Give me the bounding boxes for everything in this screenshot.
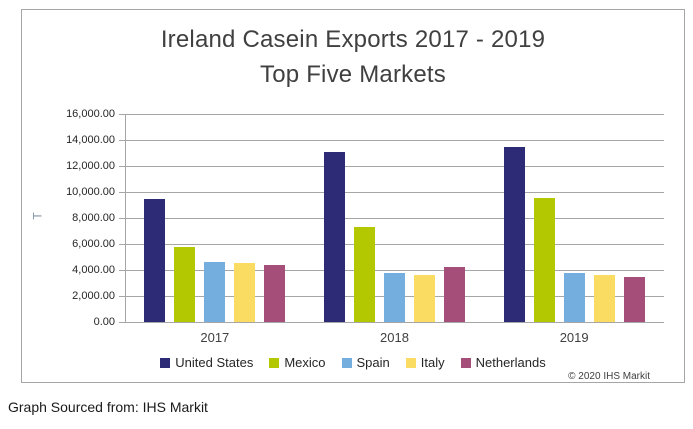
legend-label: Spain [356,355,390,370]
bar-mexico-2017 [174,247,196,322]
x-axis-label-2017: 2017 [200,330,230,345]
chart-title-line-2: Top Five Markets [260,61,446,88]
gridline [125,270,664,271]
y-axis-tick-label: 6,000.00 [72,238,115,250]
legend-item-italy: Italy [405,355,445,370]
chart-legend: United States Mexico Spain Italy Netherlands [22,355,684,370]
y-axis-tick-mark [119,192,125,193]
bar-spain-2018 [384,272,405,322]
legend-item-spain: Spain [341,355,390,370]
bar-united-states-2017 [144,198,166,322]
copyright-text: © 2020 IHS Markit [568,371,650,382]
bar-netherlands-2017 [264,265,286,322]
y-axis-tick-label: 10,000.00 [66,186,115,198]
x-axis-label-2018: 2018 [380,330,409,345]
bar-spain-2017 [204,262,226,322]
bar-mexico-2019 [533,197,555,322]
bar-italy-2019 [593,275,615,322]
chart-title-line-1: Ireland Casein Exports 2017 - 2019 [160,26,546,53]
gridline [125,114,664,115]
legend-swatch [460,357,471,368]
y-axis-tick-mark [119,270,125,271]
y-axis-tick-label: 2,000.00 [72,290,115,302]
plot-area [125,114,664,323]
y-axis-tick-label: 12,000.00 [66,160,115,172]
legend-swatch [341,357,352,368]
gridline [125,244,664,245]
legend-swatch [405,357,416,368]
y-axis-tick-mark [119,322,125,323]
legend-item-netherlands: Netherlands [460,355,546,370]
chart-title: Ireland Casein Exports 2017 - 2019 Top F… [22,22,684,92]
bar-united-states-2018 [324,152,345,322]
x-axis-label-2019: 2019 [559,330,589,345]
y-axis-tick-mark [119,218,125,219]
legend-label: Netherlands [475,355,546,370]
source-note: Graph Sourced from: IHS Markit [8,399,208,415]
y-axis-tick-mark [119,140,125,141]
y-axis-tick-label: 14,000.00 [66,134,115,146]
y-axis-tick-label: 16,000.00 [66,108,115,120]
legend-item-united-states: United States [160,355,253,370]
bar-united-states-2019 [503,146,525,322]
gridline [125,322,664,323]
y-axis-tick-mark [119,244,125,245]
legend-item-mexico: Mexico [269,355,326,370]
bar-mexico-2018 [354,227,375,322]
bar-italy-2018 [414,274,435,322]
bar-spain-2019 [563,272,585,322]
gridline [125,192,664,193]
gridline [125,140,664,141]
y-axis-tick-mark [119,114,125,115]
legend-label: Italy [420,355,445,370]
y-axis-title: T [30,212,45,220]
legend-label: United States [175,355,254,370]
y-axis-tick-mark [119,296,125,297]
legend-swatch [160,357,171,368]
y-axis-tick-mark [119,166,125,167]
legend-label: Mexico [284,355,326,370]
legend-swatch [269,357,280,368]
gridline [125,218,664,219]
chart-container: Ireland Casein Exports 2017 - 2019 Top F… [21,9,685,383]
y-axis-tick-label: 0.00 [93,316,115,328]
y-axis-tick-label: 8,000.00 [72,212,115,224]
bar-netherlands-2019 [623,276,645,322]
bar-netherlands-2018 [444,267,465,322]
y-axis-tick-label: 4,000.00 [72,264,115,276]
bar-italy-2017 [234,262,256,322]
gridline [125,166,664,167]
y-axis-line [125,114,126,322]
